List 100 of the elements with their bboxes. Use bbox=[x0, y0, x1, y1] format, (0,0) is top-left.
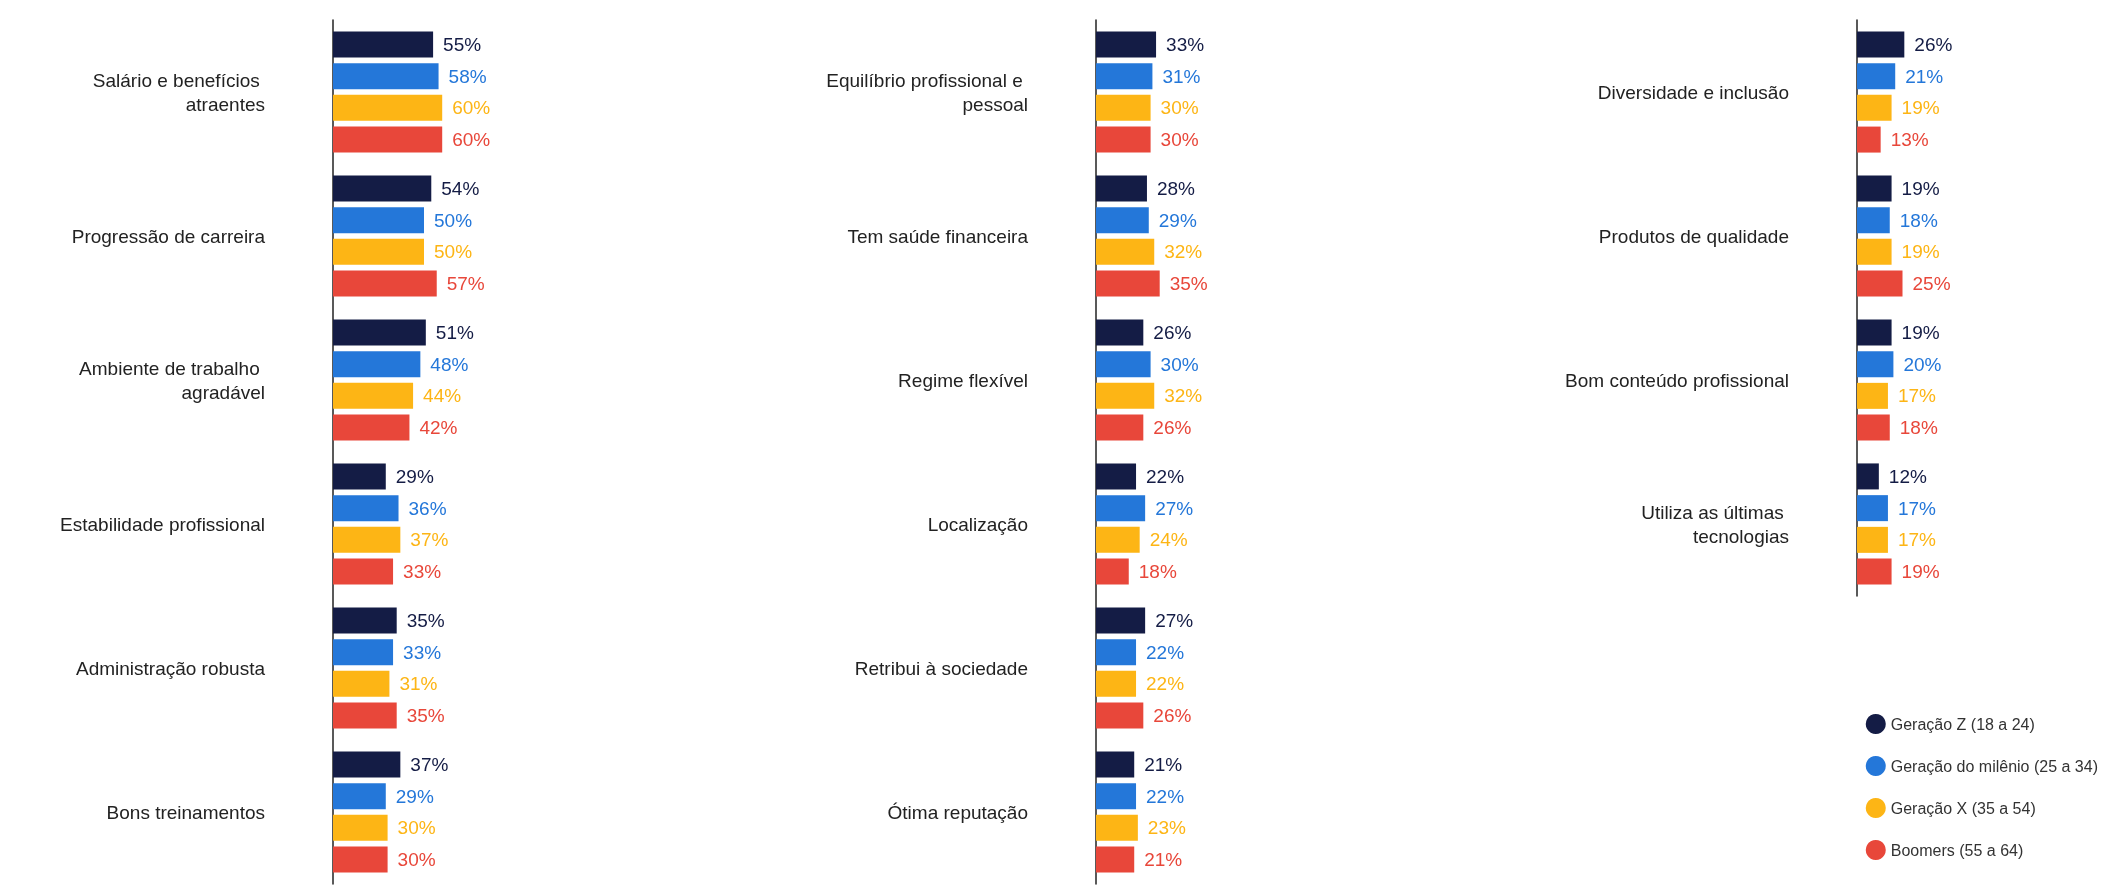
bar bbox=[333, 414, 410, 441]
data-label: 50% bbox=[434, 241, 473, 263]
bar bbox=[333, 94, 443, 121]
data-label: 27% bbox=[1155, 497, 1194, 519]
bar bbox=[1857, 94, 1892, 121]
bar bbox=[1857, 175, 1892, 202]
y-tick-label: Bom conteúdo profissional bbox=[1565, 369, 1789, 391]
bar bbox=[333, 463, 386, 490]
bar bbox=[1857, 463, 1879, 490]
y-tick-label: Ambiente de trabalho agradável bbox=[79, 357, 265, 403]
y-tick-label: Diversidade e inclusão bbox=[1597, 81, 1789, 103]
data-label: 58% bbox=[448, 65, 487, 87]
legend-label: Boomers (55 a 64) bbox=[1890, 841, 2024, 859]
data-label: 18% bbox=[1138, 561, 1177, 583]
bar bbox=[1857, 270, 1903, 297]
bar bbox=[1096, 751, 1135, 778]
bar bbox=[1857, 526, 1888, 553]
data-label: 12% bbox=[1888, 465, 1927, 487]
bar bbox=[333, 846, 388, 873]
data-label: 24% bbox=[1149, 529, 1188, 551]
bar bbox=[333, 238, 424, 265]
data-label: 60% bbox=[452, 97, 491, 119]
bar bbox=[333, 639, 394, 666]
data-label: 33% bbox=[403, 561, 442, 583]
y-tick-label: Regime flexível bbox=[898, 369, 1028, 391]
data-label: 17% bbox=[1897, 497, 1937, 519]
data-label: 22% bbox=[1146, 785, 1185, 807]
data-label: 22% bbox=[1146, 673, 1185, 695]
y-tick-label: Estabilidade profissional bbox=[60, 513, 265, 535]
bar bbox=[333, 175, 432, 202]
bar bbox=[1857, 207, 1890, 234]
bar bbox=[1096, 238, 1155, 265]
bar bbox=[1096, 31, 1157, 58]
bar bbox=[333, 207, 424, 234]
data-label: 25% bbox=[1912, 273, 1951, 295]
y-tick-label: Ótima reputação bbox=[887, 801, 1028, 823]
bar bbox=[333, 751, 401, 778]
bar bbox=[1857, 319, 1892, 346]
data-label: 26% bbox=[1153, 417, 1192, 439]
bar bbox=[1096, 702, 1144, 729]
data-label: 44% bbox=[423, 385, 462, 407]
y-tick-label: Localização bbox=[927, 513, 1028, 535]
data-label: 19% bbox=[1901, 321, 1940, 343]
data-label: 60% bbox=[452, 129, 491, 151]
data-label: 35% bbox=[1169, 273, 1208, 295]
data-label: 27% bbox=[1155, 609, 1194, 631]
data-label: 55% bbox=[443, 33, 482, 55]
y-tick-label: Equilíbrio profissional e pessoal bbox=[826, 69, 1028, 115]
y-tick-label: Bons treinamentos bbox=[106, 801, 265, 823]
data-label: 26% bbox=[1153, 705, 1192, 727]
data-label: 51% bbox=[435, 321, 474, 343]
bar bbox=[1096, 526, 1140, 553]
bar bbox=[333, 270, 437, 297]
bar bbox=[1096, 63, 1153, 90]
bar bbox=[333, 670, 390, 697]
bar bbox=[1096, 607, 1146, 634]
data-label: 26% bbox=[1914, 33, 1953, 55]
bar bbox=[333, 382, 414, 409]
data-label: 35% bbox=[406, 609, 445, 631]
data-label: 37% bbox=[410, 753, 449, 775]
bar bbox=[1857, 126, 1881, 153]
bar bbox=[1857, 31, 1905, 58]
data-label: 18% bbox=[1899, 417, 1938, 439]
data-label: 30% bbox=[1160, 129, 1199, 151]
data-label: 37% bbox=[410, 529, 449, 551]
data-label: 32% bbox=[1164, 385, 1203, 407]
bar bbox=[1096, 783, 1137, 810]
y-tick-label: Retribui à sociedade bbox=[854, 657, 1028, 679]
data-label: 42% bbox=[419, 417, 458, 439]
bar bbox=[1096, 463, 1137, 490]
data-label: 22% bbox=[1146, 641, 1185, 663]
bar bbox=[1096, 94, 1151, 121]
bar bbox=[333, 783, 386, 810]
data-label: 19% bbox=[1901, 561, 1940, 583]
data-label: 57% bbox=[446, 273, 485, 295]
data-label: 29% bbox=[1158, 209, 1197, 231]
data-label: 23% bbox=[1147, 817, 1186, 839]
bar bbox=[1857, 63, 1896, 90]
bar bbox=[333, 126, 443, 153]
y-tick-label: Progressão de carreira bbox=[71, 225, 266, 247]
bar bbox=[1096, 351, 1151, 378]
data-label: 28% bbox=[1156, 177, 1196, 199]
bar bbox=[333, 351, 421, 378]
data-label: 21% bbox=[1144, 753, 1183, 775]
data-label: 31% bbox=[1162, 65, 1201, 87]
data-label: 21% bbox=[1144, 849, 1183, 871]
y-tick-label: Tem saúde financeira bbox=[847, 225, 1029, 247]
data-label: 48% bbox=[430, 353, 469, 375]
bar bbox=[1096, 558, 1129, 585]
data-label: 35% bbox=[406, 705, 445, 727]
data-label: 19% bbox=[1901, 97, 1940, 119]
bar bbox=[1096, 814, 1138, 841]
bar bbox=[1857, 238, 1892, 265]
data-label: 36% bbox=[408, 497, 447, 519]
data-label: 26% bbox=[1153, 321, 1192, 343]
data-label: 19% bbox=[1901, 177, 1940, 199]
legend-label: Geração do milênio (25 a 34) bbox=[1890, 757, 2099, 775]
data-label: 17% bbox=[1897, 529, 1937, 551]
bar bbox=[333, 526, 401, 553]
bar bbox=[1096, 126, 1151, 153]
